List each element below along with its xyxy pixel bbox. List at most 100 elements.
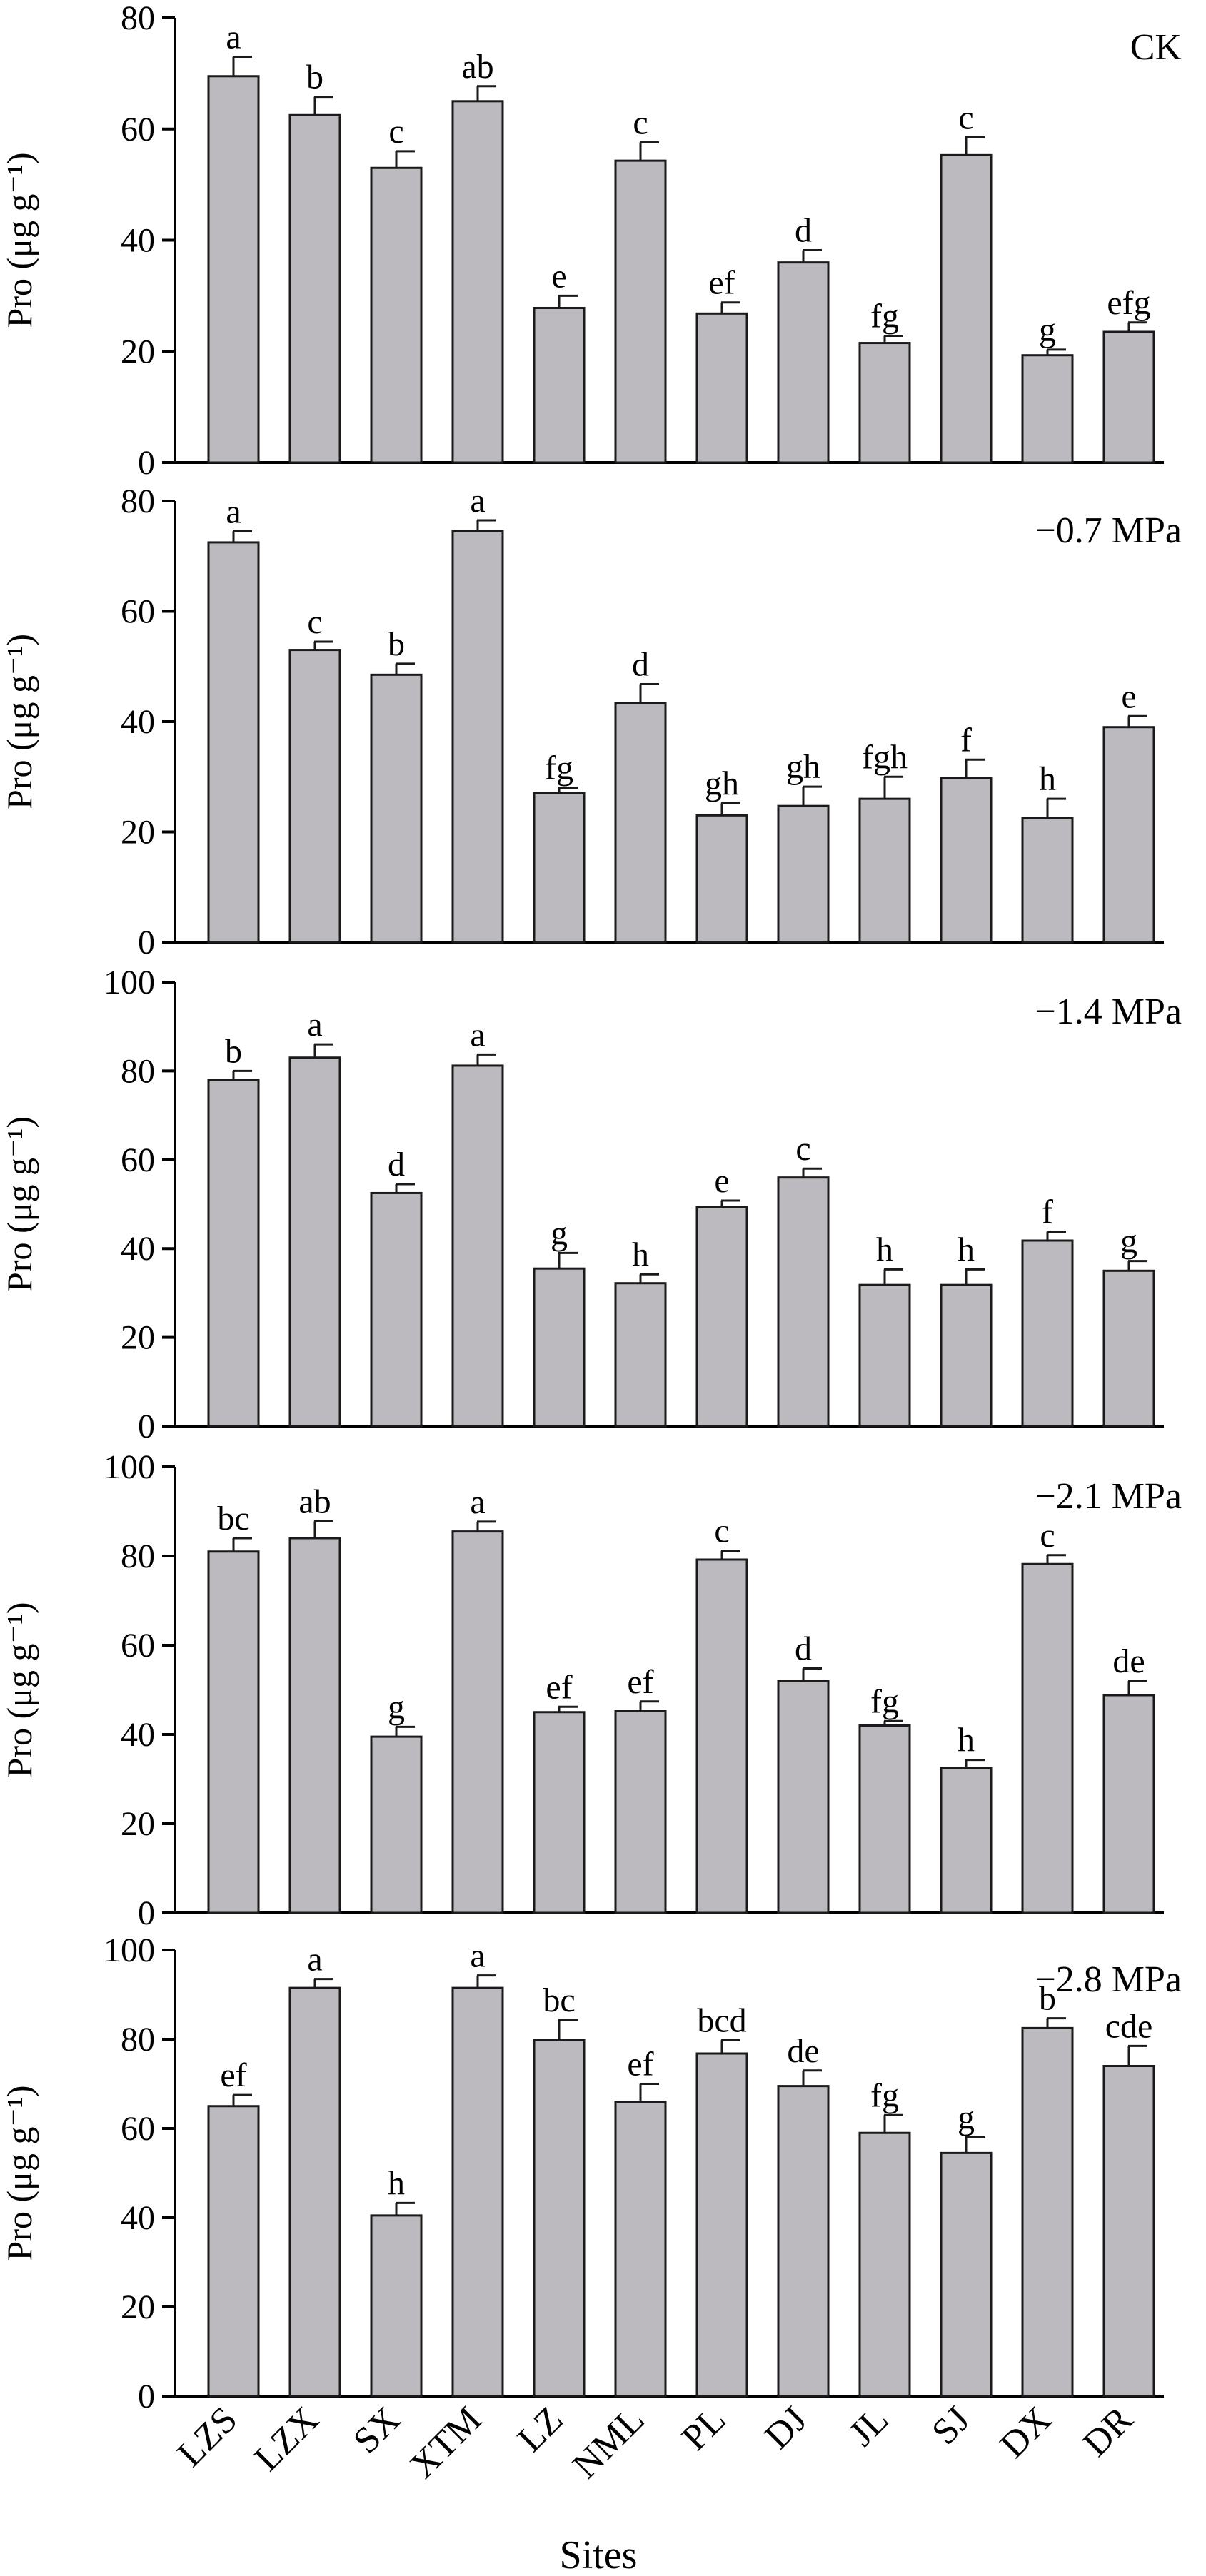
significance-label: ef xyxy=(627,2046,653,2083)
x-category-label: DX xyxy=(993,2399,1059,2465)
chart-panel: 0 20 40 60 80 100 Pro (μg g⁻¹) −2.8 MPa ef a h a bc e… xyxy=(0,1931,1182,2415)
significance-label: c xyxy=(307,603,322,641)
bar xyxy=(858,1724,911,1914)
y-tick-label: 40 xyxy=(121,222,155,260)
bar xyxy=(1021,1239,1074,1428)
bar xyxy=(533,1711,586,1914)
x-axis-label: Sites xyxy=(560,2533,638,2576)
panel-title: −2.8 MPa xyxy=(1035,1959,1182,2000)
significance-label: d xyxy=(795,212,812,250)
significance-label: c xyxy=(1040,1517,1055,1555)
significance-label: c xyxy=(958,99,973,136)
bar xyxy=(695,1206,748,1428)
panel-title: −0.7 MPa xyxy=(1035,510,1182,551)
significance-label: b xyxy=(306,59,323,96)
bar xyxy=(1102,726,1155,944)
bar xyxy=(1102,1694,1155,1914)
x-category-label: LZS xyxy=(170,2399,246,2475)
significance-label: bc xyxy=(217,1500,249,1537)
bar xyxy=(370,166,423,464)
bar xyxy=(1102,330,1155,464)
bar xyxy=(207,2105,260,2398)
y-tick-label: 40 xyxy=(121,703,155,741)
y-tick-label: 60 xyxy=(121,1141,155,1179)
bar xyxy=(370,1735,423,1914)
significance-label: a xyxy=(470,1937,485,1975)
significance-label: de xyxy=(787,2032,819,2070)
significance-label: a xyxy=(307,1941,322,1979)
panel-title: CK xyxy=(1130,27,1182,68)
significance-label: efg xyxy=(1107,284,1150,322)
significance-label: fg xyxy=(870,1682,899,1720)
bar xyxy=(1021,354,1074,464)
x-category-label: LZ xyxy=(510,2399,571,2460)
significance-label: de xyxy=(1112,1642,1145,1680)
y-tick-label: 80 xyxy=(121,483,155,520)
y-tick-label: 80 xyxy=(121,1537,155,1575)
bar xyxy=(695,1558,748,1914)
bar xyxy=(1102,1269,1155,1428)
bar xyxy=(1021,1562,1074,1914)
bar xyxy=(858,342,911,464)
significance-label: e xyxy=(1121,677,1136,715)
bar xyxy=(207,1550,260,1914)
y-tick-label: 60 xyxy=(121,593,155,631)
bar xyxy=(288,1537,341,1914)
bar xyxy=(940,777,993,944)
y-axis-label: Pro (μg g⁻¹) xyxy=(0,1602,39,1778)
bar xyxy=(940,1283,993,1428)
significance-label: g xyxy=(551,1214,568,1252)
y-tick-label: 40 xyxy=(121,1230,155,1268)
bar xyxy=(858,797,911,944)
bar xyxy=(777,1680,830,1914)
bar xyxy=(288,1056,341,1428)
bar xyxy=(207,541,260,944)
bar xyxy=(777,2085,830,2398)
panel-title: −1.4 MPa xyxy=(1035,991,1182,1032)
bar xyxy=(288,113,341,464)
y-tick-label: 0 xyxy=(138,924,155,961)
bar xyxy=(1021,2026,1074,2398)
y-tick-label: 60 xyxy=(121,2110,155,2148)
significance-label: a xyxy=(226,19,241,56)
significance-label: d xyxy=(795,1630,812,1668)
bar xyxy=(695,2052,748,2398)
y-tick-label: 60 xyxy=(121,111,155,148)
significance-label: fg xyxy=(545,749,573,787)
x-category-label: DJ xyxy=(757,2399,815,2457)
significance-label: h xyxy=(1039,760,1056,798)
bar xyxy=(451,1064,504,1428)
y-tick-label: 100 xyxy=(104,1448,155,1486)
y-tick-label: 0 xyxy=(138,444,155,482)
y-tick-label: 20 xyxy=(121,2288,155,2326)
y-tick-label: 20 xyxy=(121,1319,155,1357)
significance-label: h xyxy=(632,1236,649,1273)
significance-label: ef xyxy=(220,2056,246,2094)
bar xyxy=(370,673,423,944)
significance-label: b xyxy=(225,1032,242,1070)
bar xyxy=(777,261,830,464)
bar xyxy=(451,100,504,464)
significance-label: fg xyxy=(870,297,899,335)
x-category-label: LZX xyxy=(247,2399,327,2479)
significance-label: ab xyxy=(461,48,493,86)
bar xyxy=(940,1767,993,1914)
y-axis-label: Pro (μg g⁻¹) xyxy=(0,153,39,328)
y-tick-label: 100 xyxy=(104,964,155,1001)
y-tick-label: 20 xyxy=(121,1805,155,1843)
bar xyxy=(614,1282,667,1428)
bar xyxy=(370,2214,423,2398)
significance-label: ef xyxy=(546,1668,572,1706)
significance-label: a xyxy=(470,1016,485,1054)
chart-panel: 0 20 40 60 80 100 Pro (μg g⁻¹) −1.4 MPa b a d a g h e c… xyxy=(0,964,1182,1445)
significance-label: fgh xyxy=(862,738,908,776)
significance-label: h xyxy=(876,1231,893,1268)
bar xyxy=(451,1986,504,2398)
x-category-label: XTM xyxy=(402,2399,489,2486)
significance-label: e xyxy=(551,257,566,295)
significance-label: a xyxy=(307,1006,322,1044)
bar xyxy=(777,804,830,944)
significance-label: d xyxy=(388,1146,405,1183)
